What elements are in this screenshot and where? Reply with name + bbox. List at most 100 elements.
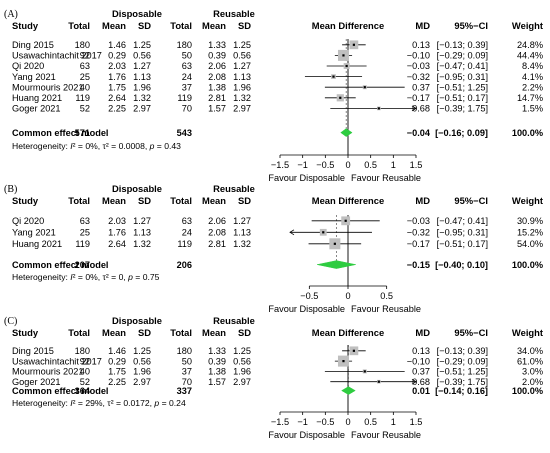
- header-reusable: Reusable: [213, 315, 255, 326]
- weight-value: 4.1%: [522, 72, 543, 82]
- ci-arrow: [411, 378, 417, 385]
- weight-value: 3.0%: [522, 367, 543, 377]
- header-weight: Weight: [512, 20, 543, 31]
- pooled-label: Common effect model: [12, 386, 108, 396]
- header-sd-disposable: SD: [138, 195, 151, 206]
- disposable-sd: 1.96: [133, 82, 151, 92]
- disposable-sd: 2.97: [133, 377, 151, 387]
- header-md: MD: [415, 195, 430, 206]
- header-sd-disposable: SD: [138, 327, 151, 338]
- study-name: Mourmouris 2021: [12, 367, 84, 377]
- reusable-total: 119: [177, 93, 192, 103]
- reusable-mean: 2.06: [208, 216, 226, 226]
- ci-value: [−0.47; 0.41]: [437, 61, 488, 71]
- disposable-total: 119: [75, 239, 90, 249]
- study-row: Qi 2020 63 2.03 1.27 63 2.06 1.27 −0.03 [−0.47; …: [12, 216, 543, 226]
- study-row: Yang 2021 25 1.76 1.13 24 2.08 1.13 −0.32 [−0.95…: [12, 72, 543, 82]
- ci-arrow: [289, 229, 295, 236]
- ci-value: [−0.95; 0.31]: [437, 228, 488, 238]
- disposable-mean: 1.76: [108, 72, 126, 82]
- disposable-total: 52: [80, 377, 90, 387]
- point-estimate: [342, 360, 345, 363]
- reusable-sd: 1.25: [233, 40, 251, 50]
- disposable-sd: 0.56: [133, 51, 151, 61]
- reusable-sd: 1.96: [233, 82, 251, 92]
- pooled-md: −0.04: [407, 128, 431, 138]
- disposable-sd: 1.25: [133, 40, 151, 50]
- study-row: Huang 2021 119 2.64 1.32 119 2.81 1.32 −0.17 [−0…: [12, 93, 543, 103]
- disposable-mean: 1.46: [108, 346, 126, 356]
- study-row: Goger 2021 52 2.25 2.97 70 1.57 2.97 0.68 [−0.39…: [12, 104, 543, 114]
- tick-label: 0: [345, 160, 350, 170]
- panel-label: (C): [4, 316, 17, 327]
- reusable-total: 37: [182, 367, 192, 377]
- header-total-reusable: Total: [170, 20, 192, 31]
- header-md: MD: [415, 20, 430, 31]
- point-estimate: [377, 380, 380, 383]
- disposable-mean: 2.03: [108, 216, 126, 226]
- md-value: 0.37: [412, 82, 430, 92]
- weight-value: 14.7%: [517, 93, 543, 103]
- header-mean-reusable: Mean: [202, 327, 226, 338]
- disposable-mean: 2.64: [108, 93, 126, 103]
- header-sd-reusable: SD: [238, 20, 251, 31]
- point-estimate: [344, 219, 347, 222]
- weight-value: 34.0%: [517, 346, 543, 356]
- ci-value: [−0.39; 1.75]: [437, 104, 488, 114]
- tick-label: −1.5: [271, 417, 289, 427]
- reusable-sd: 1.32: [233, 239, 251, 249]
- favour-reusable-label: Favour Reusable: [351, 430, 421, 440]
- disposable-mean: 2.64: [108, 239, 126, 249]
- reusable-total: 70: [182, 377, 192, 387]
- pooled-diamond: [317, 260, 356, 269]
- header-disposable: Disposable: [112, 183, 162, 194]
- disposable-mean: 2.25: [108, 377, 126, 387]
- tick-label: 0.5: [364, 417, 377, 427]
- weight-value: 61.0%: [517, 356, 543, 366]
- ci-value: [−0.51; 1.25]: [437, 82, 488, 92]
- disposable-total: 119: [75, 93, 90, 103]
- weight-value: 8.4%: [522, 61, 543, 71]
- point-estimate: [345, 64, 348, 68]
- pooled-weight: 100.0%: [512, 260, 543, 270]
- reusable-mean: 1.33: [208, 40, 226, 50]
- pooled-label: Common effect model: [12, 128, 108, 138]
- header-total-reusable: Total: [170, 195, 192, 206]
- header-mean-disposable: Mean: [102, 195, 126, 206]
- disposable-total: 40: [80, 82, 90, 92]
- tick-label: 1: [391, 160, 396, 170]
- pooled-reusable-total: 543: [177, 128, 192, 138]
- reusable-total: 50: [182, 356, 192, 366]
- study-row: Huang 2021 119 2.64 1.32 119 2.81 1.32 −0.17 [−0…: [12, 238, 543, 250]
- study-row: Ding 2015 180 1.46 1.25 180 1.33 1.25 0.13 [−0.1…: [12, 346, 543, 356]
- point-estimate: [352, 43, 355, 46]
- header-md: MD: [415, 327, 430, 338]
- pooled-weight: 100.0%: [512, 128, 543, 138]
- point-estimate: [342, 54, 345, 57]
- header-total-disposable: Total: [68, 195, 90, 206]
- point-estimate: [377, 107, 380, 110]
- header-total-reusable: Total: [170, 327, 192, 338]
- pooled-disposable-total: 571: [75, 128, 90, 138]
- reusable-total: 180: [177, 40, 192, 50]
- header-mean-difference: Mean Difference: [312, 20, 384, 31]
- reusable-mean: 1.57: [208, 104, 226, 114]
- study-name: Qi 2020: [12, 61, 44, 71]
- pooled-reusable-total: 206: [177, 260, 192, 270]
- disposable-total: 92: [80, 51, 90, 61]
- study-name: Yang 2021: [12, 72, 56, 82]
- forest-panel-a: (A) Disposable Reusable Study Total Mean SD Tot…: [4, 8, 543, 183]
- reusable-sd: 0.56: [233, 356, 251, 366]
- study-row: Goger 2021 52 2.25 2.97 70 1.57 2.97 0.68 [−0.39…: [12, 377, 543, 387]
- reusable-sd: 1.27: [233, 61, 251, 71]
- disposable-sd: 1.96: [133, 367, 151, 377]
- header-study: Study: [12, 327, 39, 338]
- study-name: Mourmouris 2021: [12, 82, 84, 92]
- header-disposable: Disposable: [112, 315, 162, 326]
- pooled-diamond: [340, 128, 353, 137]
- disposable-total: 52: [80, 104, 90, 114]
- weight-value: 2.2%: [522, 82, 543, 92]
- disposable-total: 63: [80, 216, 90, 226]
